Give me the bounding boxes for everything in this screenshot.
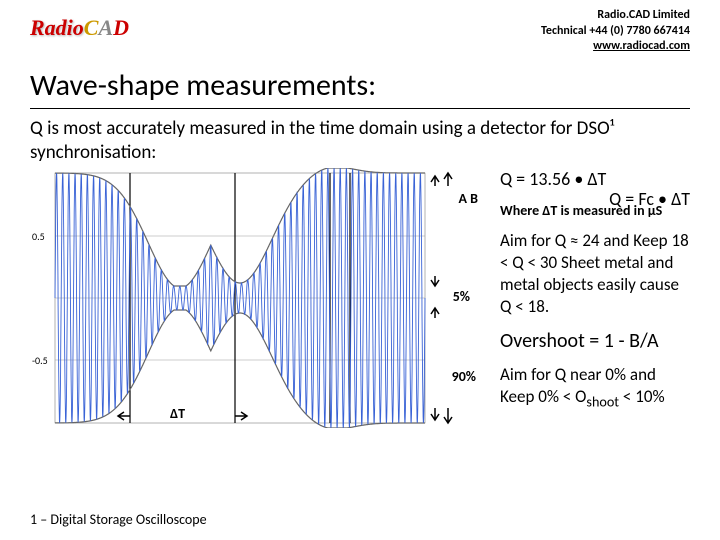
logo-radio-text: Radio — [30, 15, 84, 41]
page-title: Wave-shape measurements: — [30, 59, 690, 109]
header-info: Radio.CAD Limited Technical +44 (0) 7780… — [541, 8, 690, 55]
label-ab: A B — [459, 190, 479, 207]
label-dt: ΔT — [170, 405, 185, 422]
body-paragraph: Q is most accurately measured in the tim… — [0, 117, 720, 165]
phone: Technical +44 (0) 7780 667414 — [541, 24, 690, 40]
website-url: www.radiocad.com — [541, 39, 690, 55]
y-axis-upper: 0.5 — [32, 230, 45, 243]
aim-q-text: Aim for Q ≈ 24 and Keep 18 < Q < 30 Shee… — [500, 230, 690, 318]
logo-cad-text: CAD — [84, 15, 129, 41]
overshoot-eq: Overshoot = 1 - B/A — [500, 328, 690, 354]
logo: RadioCAD — [30, 8, 180, 48]
company-name: Radio.CAD Limited — [541, 8, 690, 24]
label-90pct: 90% — [452, 368, 476, 385]
formula-main: Q = Fc • ΔT — [609, 188, 690, 210]
aim-overshoot-text: Aim for Q near 0% and Keep 0% < Oshoot <… — [500, 364, 690, 412]
footnote: 1 – Digital Storage Oscilloscope — [30, 511, 207, 528]
waveform-chart: 0.5 -0.5 A B 5% 90% ΔT — [30, 168, 490, 428]
y-axis-lower: -0.5 — [32, 354, 48, 367]
label-5pct: 5% — [453, 288, 470, 305]
